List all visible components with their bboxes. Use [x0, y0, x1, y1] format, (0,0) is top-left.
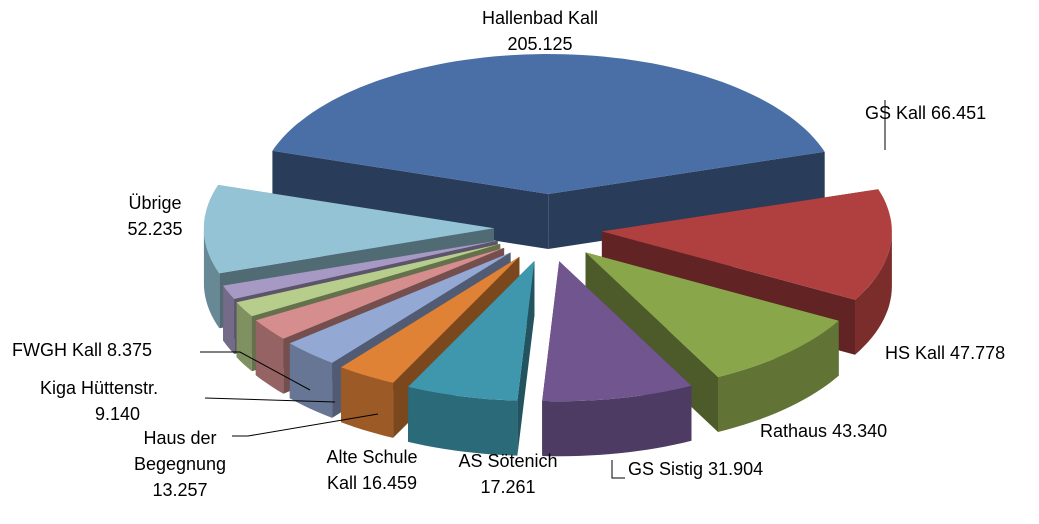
slice	[272, 54, 825, 249]
category-name: HS Kall	[885, 343, 946, 363]
leader-line	[200, 351, 311, 391]
category-name: Alte Schule Kall	[326, 447, 418, 493]
value-label: 16.459	[361, 473, 418, 493]
slice-top	[601, 189, 892, 300]
slice-top	[542, 261, 692, 402]
slice-label: HS Kall 47.778	[885, 340, 1039, 366]
slice-wall	[408, 386, 518, 456]
slice-wall	[855, 231, 892, 355]
value-label: 17.261	[480, 477, 536, 497]
slice-top	[272, 54, 825, 194]
value-label: 205.125	[507, 34, 573, 54]
slice-label: Kiga Hüttenstr. 9.140	[40, 375, 208, 427]
slice-top	[408, 260, 535, 401]
slice-label: Haus der Begegnung 13.257	[120, 425, 240, 503]
slice-label: Übrige 52.235	[100, 190, 210, 242]
slice-wall	[255, 320, 284, 394]
value-label: 9.140	[95, 404, 141, 424]
category-name: GS Sistig	[628, 459, 704, 479]
slice-top	[223, 240, 498, 299]
leader-line	[204, 397, 336, 403]
slice-top	[585, 252, 839, 377]
category-name: FWGH Kall	[12, 340, 102, 360]
slice-wall	[542, 385, 692, 457]
slice-side	[548, 151, 825, 249]
category-name: AS Sötenich	[458, 451, 558, 471]
value-label: 13.257	[152, 480, 208, 500]
category-name: GS Kall	[865, 103, 927, 123]
slice	[542, 261, 692, 457]
slice-top	[341, 256, 520, 383]
slice-top	[255, 247, 505, 339]
value-label: 66.451	[931, 103, 987, 123]
value-label: 52.235	[127, 219, 183, 239]
slice	[408, 260, 535, 456]
slice-label: GS Kall 66.451	[865, 100, 1035, 126]
value-label: 8.375	[107, 340, 153, 360]
category-name: Übrige	[128, 193, 182, 213]
slice-top	[203, 185, 494, 274]
slice-label: Rathaus 43.340	[760, 418, 940, 444]
value-label: 43.340	[832, 421, 888, 441]
slice-wall	[289, 343, 333, 418]
value-label: 47.778	[950, 343, 1006, 363]
slice-top	[289, 252, 511, 363]
category-name: Kiga Hüttenstr.	[40, 378, 159, 398]
slice-wall	[203, 228, 220, 329]
slice-label: Hallenbad Kall 205.125	[455, 5, 625, 57]
slice-label: AS Sötenich 17.261	[438, 448, 578, 500]
category-name: Hallenbad Kall	[481, 8, 599, 28]
slice-side	[272, 150, 549, 249]
slice-wall	[236, 302, 252, 372]
slice-wall	[718, 320, 839, 432]
category-name: Rathaus	[760, 421, 828, 441]
category-name: Haus der Begegnung	[133, 428, 227, 474]
slice-label: GS Sistig 31.904	[628, 456, 828, 482]
slice-wall	[341, 367, 394, 438]
slice-top	[236, 243, 501, 317]
slice-label: Alte Schule Kall 16.459	[317, 444, 427, 496]
slice-wall	[223, 285, 235, 354]
leader-line	[232, 413, 379, 437]
slice-side	[289, 252, 511, 399]
slice-label: FWGH Kall 8.375	[12, 337, 202, 363]
leader-line	[611, 460, 625, 479]
value-label: 31.904	[708, 459, 764, 479]
